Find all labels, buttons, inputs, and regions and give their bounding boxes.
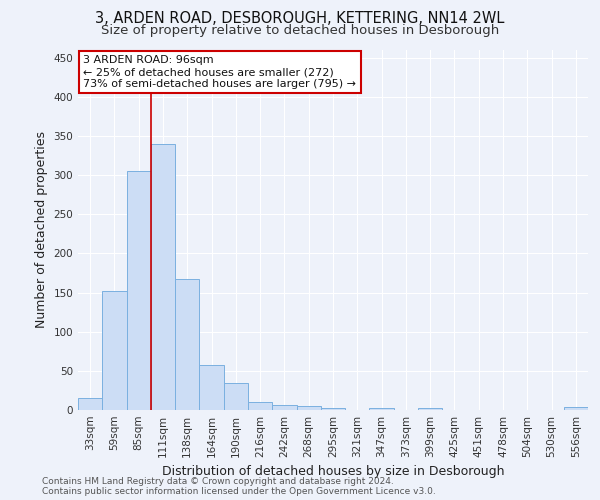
Bar: [370, 408, 394, 410]
Bar: [78, 398, 102, 410]
X-axis label: Distribution of detached houses by size in Desborough: Distribution of detached houses by size …: [162, 466, 504, 478]
Text: Size of property relative to detached houses in Desborough: Size of property relative to detached ho…: [101, 24, 499, 37]
Bar: [151, 144, 175, 410]
Bar: [199, 366, 224, 410]
Bar: [418, 408, 442, 410]
Text: 3, ARDEN ROAD, DESBOROUGH, KETTERING, NN14 2WL: 3, ARDEN ROAD, DESBOROUGH, KETTERING, NN…: [95, 11, 505, 26]
Bar: [564, 407, 588, 410]
Bar: [272, 404, 296, 410]
Bar: [296, 406, 321, 410]
Bar: [175, 280, 199, 410]
Bar: [224, 382, 248, 410]
Y-axis label: Number of detached properties: Number of detached properties: [35, 132, 48, 328]
Bar: [127, 172, 151, 410]
Bar: [248, 402, 272, 410]
Text: Contains HM Land Registry data © Crown copyright and database right 2024.
Contai: Contains HM Land Registry data © Crown c…: [42, 476, 436, 496]
Bar: [321, 408, 345, 410]
Bar: [102, 291, 127, 410]
Text: 3 ARDEN ROAD: 96sqm
← 25% of detached houses are smaller (272)
73% of semi-detac: 3 ARDEN ROAD: 96sqm ← 25% of detached ho…: [83, 56, 356, 88]
